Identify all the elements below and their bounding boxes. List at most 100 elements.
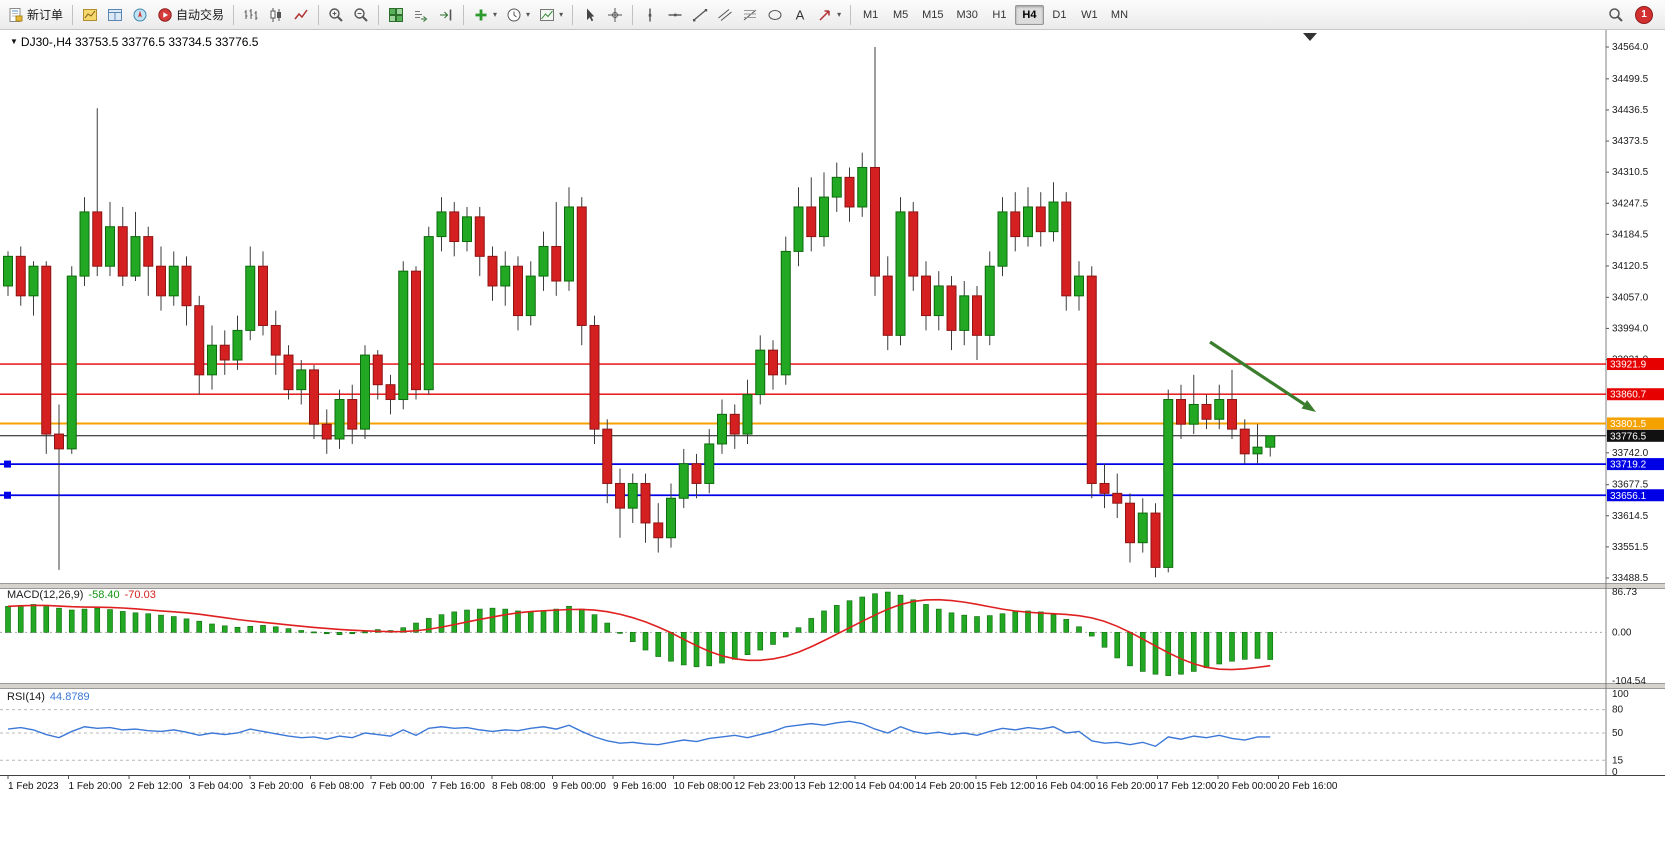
svg-text:34310.5: 34310.5 — [1612, 167, 1649, 178]
toolbar-divider — [632, 4, 634, 25]
svg-text:6 Feb 08:00: 6 Feb 08:00 — [311, 781, 365, 792]
line-chart-button[interactable] — [289, 4, 313, 26]
cursor-icon — [582, 7, 598, 23]
hline-icon — [667, 7, 683, 23]
zoom-out-button[interactable] — [349, 4, 373, 26]
periods-button[interactable]: ▾ — [502, 4, 534, 26]
timeframe-button-w1[interactable]: W1 — [1081, 8, 1098, 21]
bars-icon — [243, 7, 259, 23]
zoom-in-icon — [328, 7, 344, 23]
chevron-down-icon: ▾ — [837, 9, 842, 19]
toolbar-divider — [233, 4, 235, 25]
svg-text:13 Feb 12:00: 13 Feb 12:00 — [795, 781, 854, 792]
chart-symbol-marker-icon: ▼ — [10, 37, 18, 46]
navigator-button[interactable] — [128, 4, 152, 26]
svg-text:34436.5: 34436.5 — [1612, 105, 1649, 116]
auto-scroll-button[interactable] — [409, 4, 433, 26]
pane-splitter[interactable] — [0, 683, 1665, 689]
svg-text:20 Feb 00:00: 20 Feb 00:00 — [1218, 781, 1277, 792]
trendline-button[interactable] — [688, 4, 712, 26]
search-button[interactable] — [1604, 4, 1628, 26]
timeframe-button-m1[interactable]: M1 — [862, 8, 879, 21]
svg-text:14 Feb 20:00: 14 Feb 20:00 — [916, 781, 975, 792]
chart-shift-button[interactable] — [434, 4, 458, 26]
timeframe-button-h4[interactable]: H4 — [1014, 4, 1044, 25]
svg-text:0.00: 0.00 — [1612, 627, 1632, 638]
svg-text:33860.7: 33860.7 — [1610, 390, 1647, 401]
data-window-icon — [107, 7, 123, 23]
chart-title: ▼ DJ30-,H4 33753.5 33776.5 33734.5 33776.… — [10, 35, 258, 49]
bar-chart-button[interactable] — [239, 4, 263, 26]
toolbar-right-group: 1 — [1604, 4, 1661, 26]
price-axis[interactable]: 34564.0 34499.5 34436.5 34373.5 34310.5 34247… — [1605, 30, 1649, 775]
candlestick-chart-button[interactable] — [264, 4, 288, 26]
svg-text:14 Feb 04:00: 14 Feb 04:00 — [855, 781, 914, 792]
timeframe-button-d1[interactable]: D1 — [1052, 8, 1067, 21]
svg-text:17 Feb 12:00: 17 Feb 12:00 — [1158, 781, 1217, 792]
zoom-in-button[interactable] — [324, 4, 348, 26]
shapes-icon — [767, 7, 783, 23]
pane-splitter[interactable] — [0, 583, 1665, 589]
macd-pane: 86.73 0.00 -104.54 — [0, 587, 1646, 687]
candles-layer — [3, 47, 1276, 578]
channel-button[interactable] — [713, 4, 737, 26]
svg-text:8 Feb 08:00: 8 Feb 08:00 — [492, 781, 546, 792]
indicators-button[interactable]: ▾ — [469, 4, 501, 26]
svg-text:1 Feb 20:00: 1 Feb 20:00 — [69, 781, 123, 792]
toolbar-divider — [572, 4, 574, 25]
time-axis[interactable]: 1 Feb 2023 1 Feb 20:00 2 Feb 12:00 3 Feb 04… — [7, 776, 1338, 792]
chevron-down-icon: ▾ — [493, 9, 498, 19]
toolbar-divider — [463, 4, 465, 25]
price-axis-badges: 33921.9 33860.7 33801.5 33719.2 33656.1 33776… — [1607, 358, 1664, 502]
channel-icon — [717, 7, 733, 23]
notification-badge[interactable]: 1 — [1635, 5, 1653, 24]
svg-text:33677.5: 33677.5 — [1612, 480, 1649, 491]
chart-shift-icon — [438, 7, 454, 23]
rsi-name: RSI(14) — [7, 691, 45, 703]
fibonacci-button[interactable] — [738, 4, 762, 26]
chart-ohlc-readout: DJ30-,H4 33753.5 33776.5 33734.5 33776.5 — [20, 35, 259, 49]
new-order-button[interactable]: 新订单 — [4, 4, 67, 26]
templates-button[interactable]: ▾ — [535, 4, 567, 26]
horizontal-line-objects[interactable] — [0, 363, 1606, 499]
timeframe-button-m30[interactable]: M30 — [956, 8, 978, 21]
data-window-button[interactable] — [103, 4, 127, 26]
svg-text:15: 15 — [1612, 755, 1624, 766]
market-watch-button[interactable] — [78, 4, 102, 26]
svg-text:1 Feb 2023: 1 Feb 2023 — [8, 781, 59, 792]
toolbar-divider — [72, 4, 74, 25]
shapes-button[interactable] — [763, 4, 787, 26]
crosshair-button[interactable] — [603, 4, 627, 26]
arrows-button[interactable]: ▾ — [813, 4, 845, 26]
text-button[interactable]: A — [788, 4, 812, 26]
market-watch-icon — [82, 7, 98, 23]
vertical-line-button[interactable] — [638, 4, 662, 26]
arrows-icon — [817, 7, 833, 23]
autotrading-button[interactable]: 自动交易 — [153, 4, 228, 26]
cursor-button[interactable] — [578, 4, 602, 26]
svg-text:80: 80 — [1612, 705, 1624, 716]
text-icon: A — [792, 7, 808, 23]
macd-indicator-label: MACD(12,26,9) -58.40 -70.03 — [7, 589, 156, 601]
navigator-icon — [132, 7, 148, 23]
svg-text:10 Feb 08:00: 10 Feb 08:00 — [674, 781, 733, 792]
autotrading-icon — [157, 7, 173, 23]
tile-windows-button[interactable] — [384, 4, 408, 26]
svg-text:0: 0 — [1612, 767, 1618, 778]
periods-icon — [506, 7, 522, 23]
line-chart-icon — [293, 7, 309, 23]
macd-name: MACD(12,26,9) — [7, 589, 84, 601]
timeframe-button-mn[interactable]: MN — [1110, 8, 1129, 21]
svg-text:86.73: 86.73 — [1612, 587, 1637, 598]
chevron-down-icon: ▾ — [559, 9, 564, 19]
tile-windows-icon — [388, 7, 404, 23]
svg-text:33994.0: 33994.0 — [1612, 323, 1649, 334]
timeframe-button-h1[interactable]: H1 — [992, 8, 1007, 21]
timeframe-button-m5[interactable]: M5 — [892, 8, 909, 21]
svg-text:33921.9: 33921.9 — [1610, 360, 1647, 371]
svg-text:20 Feb 16:00: 20 Feb 16:00 — [1279, 781, 1338, 792]
arrow-annotation[interactable] — [1209, 340, 1316, 412]
timeframe-button-m15[interactable]: M15 — [922, 8, 944, 21]
horizontal-line-button[interactable] — [663, 4, 687, 26]
